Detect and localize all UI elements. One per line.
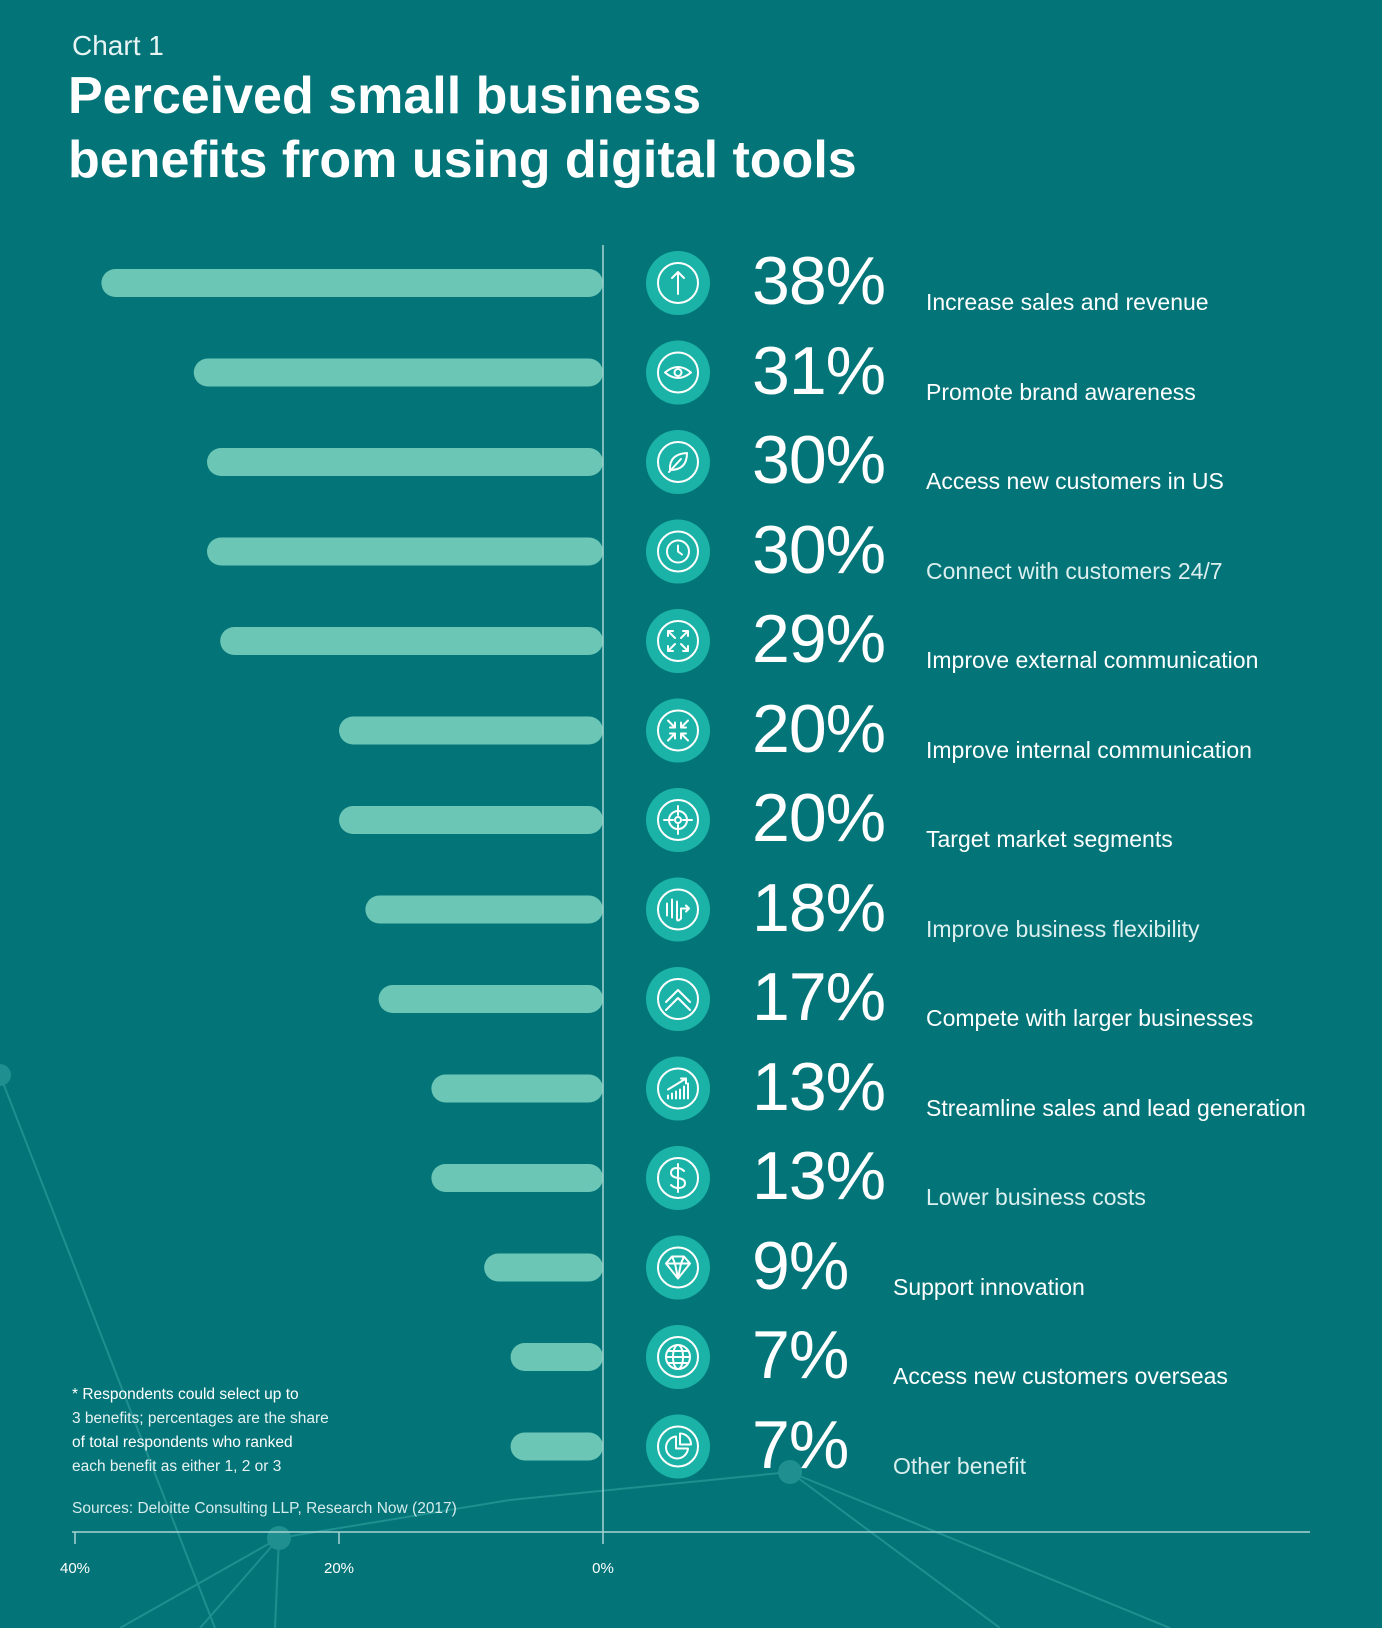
category-label: Improve internal communication [926,736,1252,763]
category-label: Improve business flexibility [926,915,1200,942]
value-label: 38% [752,243,886,319]
value-label: 13% [752,1048,886,1125]
value-label: 30% [752,511,886,588]
expand-arrows-icon [646,609,710,673]
sources-note: Sources: Deloitte Consulting LLP, Resear… [72,1500,457,1517]
chart-title: Perceived small business benefits from u… [68,64,968,192]
bar [484,1253,603,1282]
value-label: 7% [752,1406,849,1483]
chevron-up-icon [646,967,710,1031]
growth-chart-icon [646,1056,710,1121]
axes-group [72,245,1310,1544]
category-label: Other benefit [893,1452,1026,1479]
pie-chart-icon [646,1414,710,1479]
bar [339,806,603,834]
value-label: 9% [752,1227,849,1304]
x-tick-label: 0% [592,1560,614,1577]
value-label: 29% [752,601,886,677]
target-icon [646,788,710,852]
bar [431,1164,603,1192]
bar [220,627,603,655]
category-label: Increase sales and revenue [926,289,1209,315]
footnote-line: each benefit as either 1, 2 or 3 [72,1458,282,1475]
footnote: * Respondents could select up to 3 benef… [72,1383,392,1479]
category-label: Compete with larger businesses [926,1005,1254,1031]
category-label: Support innovation [893,1273,1085,1300]
x-tick-label: 40% [59,1560,91,1577]
x-tick-label: 20% [323,1560,355,1577]
bar [207,448,603,476]
bar [431,1074,603,1103]
bar [193,358,604,387]
value-label: 20% [752,690,886,767]
category-label: Access new customers in US [926,468,1224,494]
bar [101,269,604,297]
value-label: 13% [752,1138,886,1214]
category-label: Improve external communication [926,647,1259,673]
chart-number-label: Chart 1 [72,30,164,61]
clock-icon [646,519,710,584]
footnote-line: * Respondents could select up to [72,1386,299,1403]
category-label: Connect with customers 24/7 [926,557,1223,584]
value-label: 31% [752,332,886,409]
eye-icon [646,340,710,405]
bar [339,716,603,745]
bar [207,537,603,566]
bar [510,1343,603,1371]
footnote-line: of total respondents who ranked [72,1434,293,1451]
wave-arrow-icon [646,877,710,942]
bar [365,895,603,924]
value-label: 7% [752,1317,849,1393]
globe-icon [646,1325,710,1389]
footnote-line: 3 benefits; percentages are the share [72,1410,329,1427]
value-label: 17% [752,959,886,1035]
bar [510,1432,603,1461]
category-label: Target market segments [926,826,1173,852]
category-label: Streamline sales and lead generation [926,1094,1306,1121]
dollar-icon [646,1146,710,1210]
value-label: 30% [752,422,886,498]
title-line: Perceived small business [68,67,702,125]
value-label: 18% [752,869,886,946]
leaf-icon [646,430,710,494]
category-label: Lower business costs [926,1184,1146,1210]
category-label: Access new customers overseas [893,1363,1228,1389]
icons-group [646,251,710,1479]
diamond-icon [646,1235,710,1300]
arrow-up-icon [646,251,710,315]
compress-arrows-icon [646,698,710,763]
bars-group [101,269,604,1461]
bar [378,985,603,1013]
value-label: 20% [752,780,886,856]
title-line: benefits from using digital tools [68,131,857,189]
category-label: Promote brand awareness [926,378,1196,405]
